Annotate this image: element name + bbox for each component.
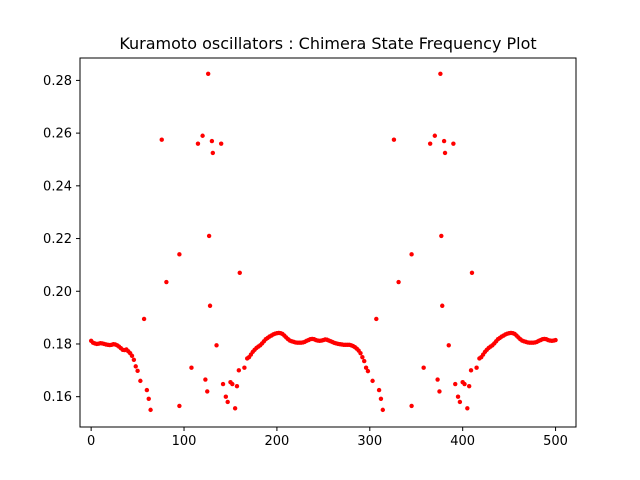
data-point (441, 138, 447, 144)
data-point (138, 378, 143, 384)
x-tick-label: 300 (357, 434, 382, 449)
data-point (146, 396, 151, 401)
data-point (214, 343, 219, 348)
data-point (446, 343, 451, 348)
data-point (234, 383, 240, 389)
data-points (88, 71, 558, 413)
data-point (144, 387, 150, 393)
data-point (189, 365, 194, 370)
data-point (218, 141, 224, 146)
data-point (230, 381, 235, 387)
plot-frame (79, 57, 577, 428)
chart-title: Kuramoto oscillators : Chimera State Fre… (119, 34, 536, 53)
data-point (223, 394, 229, 399)
data-point (148, 407, 153, 413)
data-point (200, 133, 205, 138)
data-point (469, 270, 475, 276)
data-point (232, 406, 238, 411)
data-point (135, 368, 140, 374)
x-axis: 0 100 200 300 400 500 (87, 427, 568, 449)
data-point (553, 337, 558, 343)
x-tick-label: 500 (543, 434, 568, 449)
data-point (360, 354, 365, 360)
data-point (376, 387, 382, 393)
data-point (195, 141, 201, 146)
y-tick-label: 0.26 (43, 127, 72, 142)
data-point (438, 71, 443, 77)
data-point (432, 133, 438, 138)
data-point (391, 137, 397, 142)
x-tick-label: 400 (450, 434, 475, 449)
data-point (409, 403, 414, 409)
data-point (242, 365, 247, 370)
data-point (205, 389, 210, 394)
y-tick-label: 0.28 (43, 74, 72, 89)
data-point (396, 279, 401, 285)
data-point (133, 364, 138, 369)
data-point (457, 399, 463, 405)
x-tick-label: 0 (87, 434, 95, 449)
data-point (409, 252, 414, 257)
data-point (220, 381, 226, 387)
data-point (205, 71, 211, 77)
data-point (177, 252, 182, 257)
data-point (203, 377, 208, 382)
data-point (437, 389, 442, 394)
data-point (225, 399, 230, 405)
data-point (236, 368, 242, 373)
data-point (455, 394, 461, 399)
y-tick-label: 0.16 (43, 390, 72, 405)
data-point (141, 316, 147, 322)
data-point (451, 141, 456, 146)
x-tick-label: 100 (172, 434, 197, 449)
data-point (466, 383, 472, 389)
data-point (129, 353, 135, 359)
data-point (363, 365, 369, 370)
data-point (131, 357, 137, 362)
data-point (378, 396, 384, 401)
data-point (177, 403, 182, 409)
data-point (465, 406, 470, 411)
data-point (365, 368, 371, 374)
data-point (474, 365, 479, 370)
y-tick-label: 0.20 (43, 285, 72, 300)
data-point (209, 138, 215, 144)
data-point (358, 351, 363, 356)
y-axis: 0.16 0.18 0.20 0.22 0.24 0.26 0.28 (43, 74, 80, 405)
data-point (442, 150, 448, 156)
data-point (237, 270, 242, 276)
data-point (370, 378, 375, 384)
data-point (421, 365, 426, 370)
y-tick-label: 0.18 (43, 337, 72, 352)
data-point (453, 381, 458, 387)
data-point (462, 381, 467, 387)
x-tick-label: 200 (264, 434, 289, 449)
data-point (374, 316, 379, 322)
data-point (164, 279, 169, 285)
data-point (468, 368, 474, 373)
y-tick-label: 0.22 (43, 232, 72, 247)
data-point (435, 377, 440, 382)
data-point (362, 358, 367, 364)
data-point (206, 233, 212, 239)
data-point (427, 141, 433, 146)
data-point (439, 233, 444, 239)
y-tick-label: 0.24 (43, 179, 72, 194)
data-point (440, 303, 445, 308)
data-point (380, 407, 385, 413)
data-point (159, 137, 164, 142)
data-point (207, 303, 213, 308)
data-point (210, 150, 216, 156)
